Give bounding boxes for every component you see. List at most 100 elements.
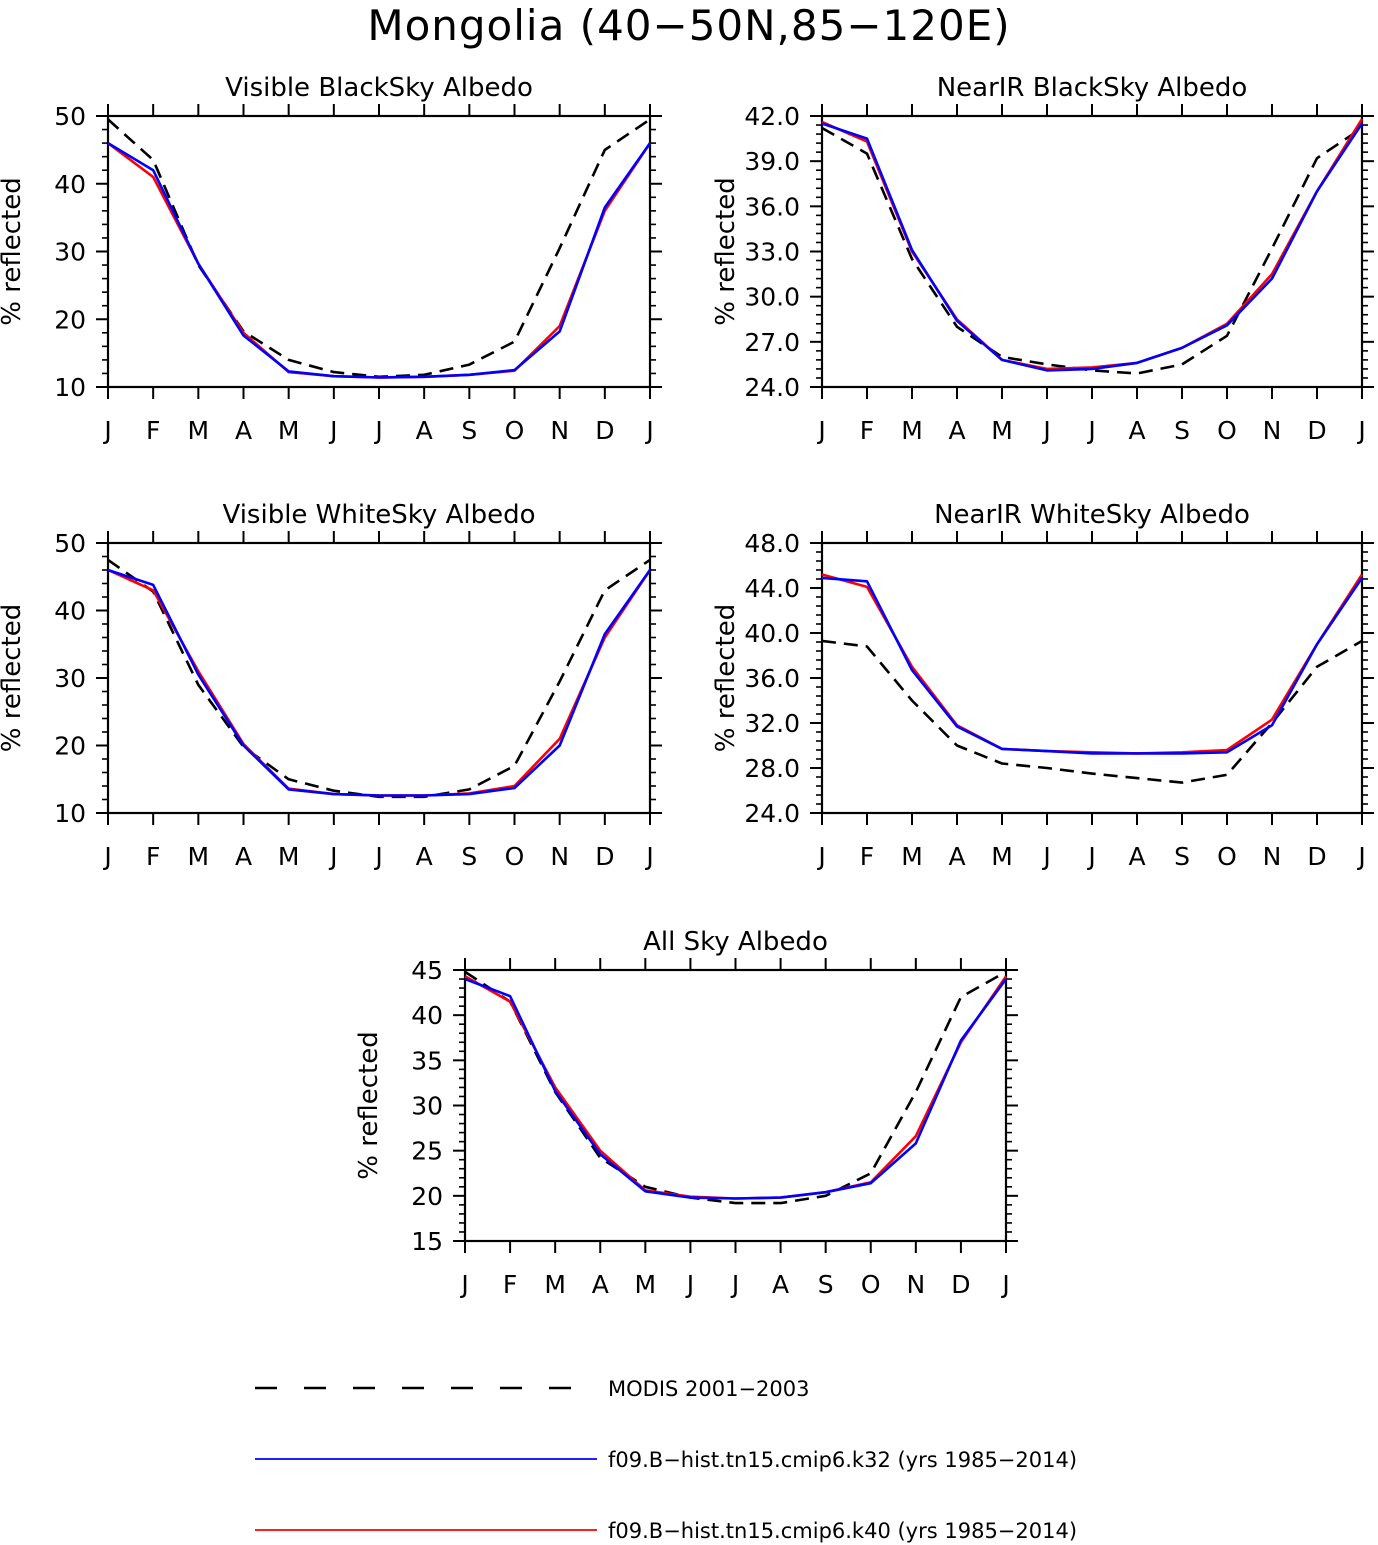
x-tick-label: A: [948, 416, 965, 445]
x-tick-label: J: [1356, 842, 1365, 871]
x-tick-label: A: [235, 416, 252, 445]
y-tick-label: 50: [54, 102, 86, 131]
y-tick-label: 40.0: [744, 619, 800, 648]
x-tick-label: A: [235, 842, 252, 871]
x-tick-label: A: [592, 1270, 609, 1299]
x-tick-label: J: [102, 842, 111, 871]
page-title: Mongolia (40−50N,85−120E): [367, 1, 1011, 50]
x-tick-label: N: [550, 416, 569, 445]
legend-item-1: MODIS 2001−2003: [255, 1377, 810, 1401]
x-tick-label: M: [635, 1270, 657, 1299]
x-tick-label: J: [328, 416, 337, 445]
y-tick-label: 30: [411, 1092, 443, 1121]
series-line-k40: [464, 975, 1008, 1200]
x-tick-label: J: [644, 842, 653, 871]
y-tick-label: 15: [411, 1227, 443, 1256]
y-tick-label: 48.0: [744, 529, 800, 558]
y-tick-label: 24.0: [744, 799, 800, 828]
x-tick-label: M: [188, 416, 210, 445]
y-tick-label: 39.0: [744, 147, 800, 176]
series-line-k40: [107, 142, 652, 379]
y-tick-label: 32.0: [744, 709, 800, 738]
y-tick-label: 42.0: [744, 102, 800, 131]
x-tick-label: J: [816, 842, 825, 871]
x-tick-label: D: [1307, 416, 1326, 445]
x-tick-label: O: [505, 842, 525, 871]
x-tick-label: M: [188, 842, 210, 871]
series-line-modis: [821, 126, 1363, 375]
y-tick-label: 30.0: [744, 283, 800, 312]
x-tick-label: S: [1174, 416, 1190, 445]
plot-frame: [820, 114, 1364, 389]
x-tick-label: F: [146, 842, 160, 871]
x-tick-label: N: [1263, 842, 1282, 871]
legend-label: f09.B−hist.tn15.cmip6.k32 (yrs 1985−2014…: [608, 1448, 1077, 1472]
y-tick-label: 27.0: [744, 328, 800, 357]
panel-title: Visible BlackSky Albedo: [225, 73, 533, 103]
y-tick-label: 28.0: [744, 754, 800, 783]
x-tick-label: A: [416, 416, 433, 445]
series-line-k32: [107, 141, 652, 379]
panel-title: NearIR BlackSky Albedo: [937, 73, 1248, 103]
y-tick-label: 35: [411, 1046, 443, 1075]
legend-item-3: f09.B−hist.tn15.cmip6.k40 (yrs 1985−2014…: [255, 1519, 1077, 1543]
series-line-k32: [464, 977, 1008, 1200]
y-tick-label: 50: [54, 529, 86, 558]
y-tick-label: 40: [411, 1001, 443, 1030]
x-tick-label: J: [816, 416, 825, 445]
x-tick-label: J: [1000, 1270, 1009, 1299]
x-tick-label: J: [459, 1270, 468, 1299]
x-tick-label: J: [685, 1270, 694, 1299]
y-tick-label: 30: [54, 238, 86, 267]
x-tick-label: S: [461, 416, 477, 445]
x-tick-label: J: [373, 416, 382, 445]
x-tick-label: F: [860, 842, 874, 871]
x-tick-label: S: [818, 1270, 834, 1299]
y-tick-label: 36.0: [744, 664, 800, 693]
y-tick-label: 30: [54, 664, 86, 693]
legend: MODIS 2001−2003 f09.B−hist.tn15.cmip6.k32…: [255, 1377, 1077, 1543]
x-tick-label: S: [461, 842, 477, 871]
y-tick-label: 10: [54, 373, 86, 402]
x-tick-label: O: [1217, 416, 1237, 445]
x-tick-label: A: [1128, 842, 1145, 871]
x-tick-label: M: [901, 842, 923, 871]
x-tick-label: J: [1356, 416, 1365, 445]
y-tick-label: 33.0: [744, 238, 800, 267]
y-tick-label: 40: [54, 597, 86, 626]
x-tick-label: A: [416, 842, 433, 871]
panel-title: Visible WhiteSky Albedo: [222, 500, 535, 530]
x-tick-label: D: [595, 842, 614, 871]
y-tick-label: 20: [411, 1182, 443, 1211]
x-tick-label: F: [146, 416, 160, 445]
y-axis-label: % reflected: [711, 604, 741, 752]
y-tick-label: 20: [54, 732, 86, 761]
x-tick-label: J: [730, 1270, 739, 1299]
x-tick-label: S: [1174, 842, 1190, 871]
plot-frame: [106, 541, 652, 815]
series-line-modis: [464, 970, 1007, 1205]
y-axis-label: % reflected: [711, 177, 741, 325]
legend-label: f09.B−hist.tn15.cmip6.k40 (yrs 1985−2014…: [608, 1519, 1077, 1543]
y-tick-label: 36.0: [744, 192, 800, 221]
series-line-k32: [821, 122, 1364, 372]
y-tick-label: 40: [54, 170, 86, 199]
y-axis-label: % reflected: [354, 1031, 384, 1179]
x-tick-label: D: [951, 1270, 970, 1299]
x-tick-label: M: [991, 416, 1013, 445]
y-tick-label: 45: [411, 956, 443, 985]
x-tick-label: M: [544, 1270, 566, 1299]
x-tick-label: F: [860, 416, 874, 445]
x-tick-label: N: [550, 842, 569, 871]
x-tick-label: J: [373, 842, 382, 871]
x-tick-label: A: [772, 1270, 789, 1299]
x-tick-label: J: [644, 416, 653, 445]
y-tick-label: 24.0: [744, 373, 800, 402]
y-tick-label: 25: [411, 1137, 443, 1166]
x-tick-label: M: [278, 842, 300, 871]
x-tick-label: O: [505, 416, 525, 445]
